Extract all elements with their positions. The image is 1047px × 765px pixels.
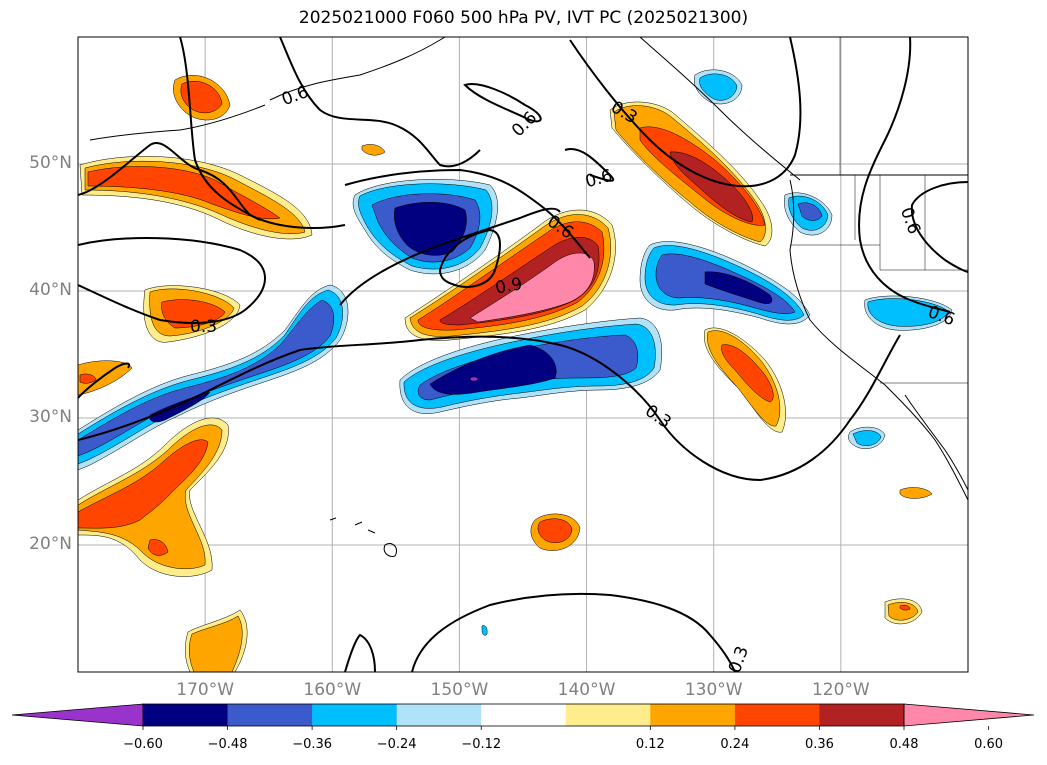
contour-line xyxy=(344,633,376,672)
contour-line xyxy=(569,37,802,188)
colorbar-tick-label: 0.36 xyxy=(804,737,834,752)
positive-region xyxy=(669,151,753,223)
colorbar-tick-label: 0.48 xyxy=(889,737,919,752)
hawaii-islands xyxy=(329,517,398,557)
colorbar-border xyxy=(142,703,905,727)
contour-line xyxy=(279,37,481,168)
negative-region xyxy=(149,391,211,423)
contour-line xyxy=(344,168,591,259)
negative-region xyxy=(704,271,773,304)
contour-line xyxy=(564,148,615,182)
page-title: 2025021000 F060 500 hPa PV, IVT PC (2025… xyxy=(298,8,749,28)
ivt-contours xyxy=(78,37,968,672)
positive-region xyxy=(189,615,243,672)
colorbar-tick-label: −0.60 xyxy=(123,737,163,752)
positive-region xyxy=(180,80,223,114)
longitude-label: 140°W xyxy=(557,680,616,700)
alaska-coast xyxy=(269,37,446,101)
aleutian-islands xyxy=(89,104,266,141)
latitude-label: 50°N xyxy=(29,153,72,173)
latitude-label: 30°N xyxy=(29,407,72,427)
colorbar-extend-low xyxy=(11,703,144,727)
contour-label: 0.3 xyxy=(190,317,217,337)
baja-coast xyxy=(904,394,968,491)
negative-region xyxy=(797,202,823,221)
negative-region xyxy=(481,625,488,636)
positive-region xyxy=(87,166,281,220)
colorbar-extend-high xyxy=(903,703,1035,727)
negative-region xyxy=(699,73,738,101)
contour-label: 0.3 xyxy=(641,401,675,433)
north-america-west-coast xyxy=(789,179,968,501)
colorbar-tick-label: −0.24 xyxy=(376,737,417,752)
contour-line xyxy=(411,592,736,672)
positive-region xyxy=(78,439,209,529)
contour-line xyxy=(858,37,951,313)
negative-region xyxy=(429,344,557,395)
contour-line xyxy=(438,228,501,288)
longitude-label: 160°W xyxy=(303,680,362,700)
colorbar-segment xyxy=(396,704,482,726)
colorbar-tick-label: −0.12 xyxy=(461,737,502,752)
coastlines xyxy=(89,37,968,557)
positive-region xyxy=(537,518,573,543)
colorbar-segment xyxy=(143,704,229,726)
negative-region xyxy=(469,376,479,382)
contour-line xyxy=(179,37,261,221)
map-frame xyxy=(77,36,969,673)
positive-region xyxy=(469,252,595,323)
positive-region xyxy=(899,604,911,611)
colorbar-tick-label: 0.12 xyxy=(635,737,665,752)
contour-line xyxy=(78,362,131,399)
contour-line xyxy=(339,207,561,306)
latitude-label: 20°N xyxy=(29,534,72,554)
colorbar-tick-label: −0.36 xyxy=(292,737,333,752)
colorbar-segment xyxy=(481,704,567,726)
negative-region xyxy=(852,430,882,446)
colorbar-tick-label: 0.60 xyxy=(974,737,1004,752)
positive-region xyxy=(899,487,933,499)
positive-region xyxy=(361,144,386,156)
contour-line xyxy=(78,237,266,324)
positive-region xyxy=(721,344,774,403)
colorbar-tick-label: −0.48 xyxy=(207,737,248,752)
contour-label: 0.3 xyxy=(725,644,753,676)
contour-line xyxy=(910,181,968,273)
alaska-panhandle xyxy=(639,37,801,181)
longitude-label: 170°W xyxy=(176,680,235,700)
positive-region xyxy=(887,602,919,621)
positive-region xyxy=(79,373,97,384)
us-state-lines xyxy=(790,175,968,271)
colorbar-segment xyxy=(565,704,651,726)
colorbar-tick-label: 0.24 xyxy=(720,737,750,752)
contour-label: 0.6 xyxy=(583,166,614,192)
colorbar-segment xyxy=(227,704,313,726)
map-content: 0.6 0.6 0.6 0.6 0.3 0.9 0.3 0.3 0.6 0.6 … xyxy=(78,37,968,676)
filled-contours xyxy=(78,69,953,672)
colorbar-segment xyxy=(819,704,905,726)
positive-region xyxy=(147,539,169,556)
contour-label: 0.9 xyxy=(494,274,524,298)
colorbar-segment xyxy=(734,704,820,726)
colorbar-segment xyxy=(650,704,736,726)
latitude-label: 40°N xyxy=(29,280,72,300)
colorbar xyxy=(11,703,1035,730)
contour-line xyxy=(78,334,901,482)
longitude-label: 120°W xyxy=(811,680,870,700)
longitude-label: 150°W xyxy=(430,680,489,700)
longitude-label: 130°W xyxy=(684,680,743,700)
contour-line xyxy=(463,83,542,123)
colorbar-segment xyxy=(312,704,398,726)
